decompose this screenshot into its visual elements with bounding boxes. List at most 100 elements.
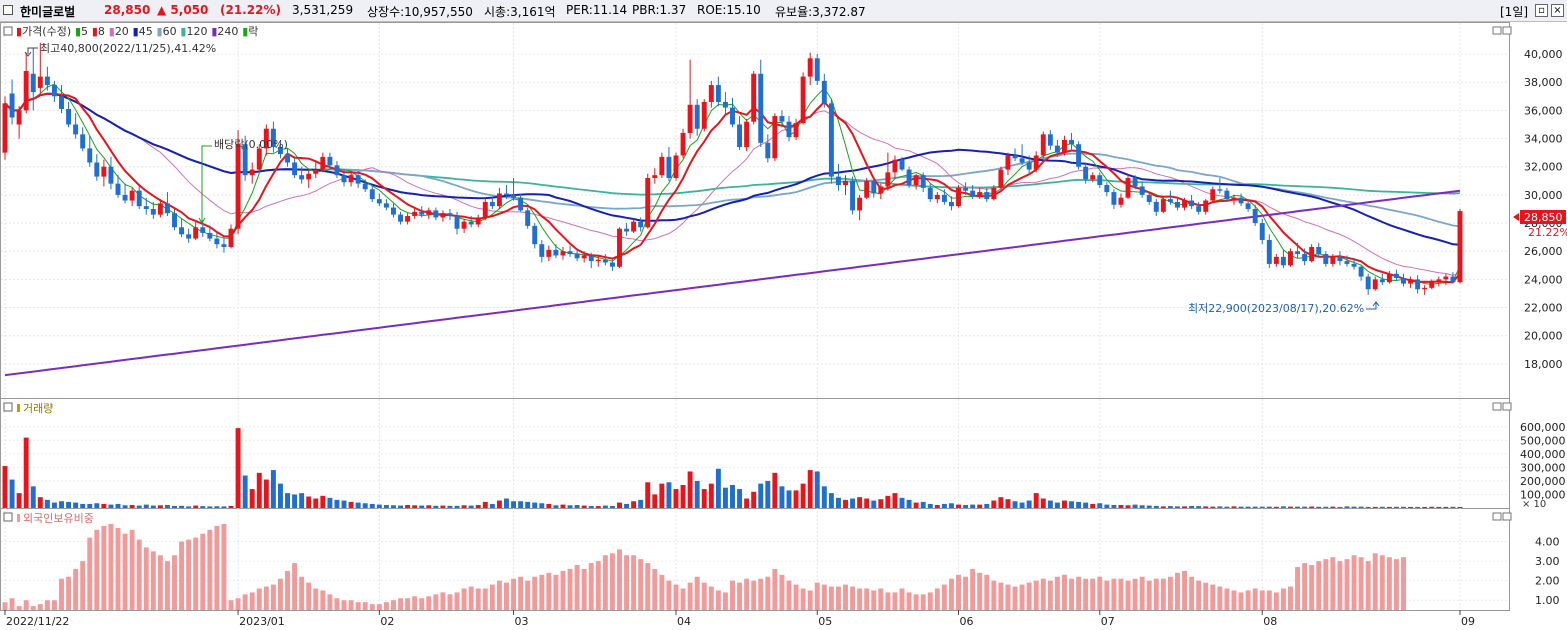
candle-body	[617, 228, 622, 267]
foreign-ratio-bar	[1217, 586, 1223, 610]
foreign-ratio-bar	[532, 576, 538, 610]
candle-body	[16, 110, 22, 125]
volume-bar	[2, 466, 8, 508]
foreign-ratio-bar	[2, 602, 8, 610]
volume-bar	[355, 502, 361, 508]
foreign-ratio-bar	[708, 586, 714, 610]
foreign-ratio-bar	[1365, 561, 1371, 610]
candle-body	[23, 70, 29, 111]
foreign-ratio-bar	[383, 602, 389, 610]
high-annotation: 최고40,800(2022/11/25),41.42%	[24, 42, 216, 57]
volume-bar	[652, 494, 658, 508]
foreign-ratio-bar	[1309, 565, 1315, 610]
foreign-ratio-bar	[277, 578, 283, 610]
volume-bar	[1196, 506, 1202, 508]
volume-bar	[617, 502, 622, 508]
foreign-ratio-bar	[1146, 580, 1152, 610]
volume-bar	[179, 505, 185, 508]
volume-bar	[108, 504, 114, 508]
candle-body	[828, 103, 834, 177]
legend-checkbox[interactable]	[3, 512, 13, 522]
volume-tick-label: 100,000	[1520, 488, 1566, 501]
foreign-ratio-bar	[164, 561, 170, 610]
volume-bar	[1372, 506, 1378, 508]
maximize-icon[interactable]: ▫	[1535, 4, 1548, 17]
volume-bar	[998, 497, 1004, 508]
candle-body	[376, 199, 382, 204]
volume-bar	[186, 506, 192, 508]
foreign-ratio-bar	[504, 582, 509, 610]
legend-checkbox[interactable]	[3, 26, 13, 36]
foreign-ratio-bar	[1273, 592, 1279, 610]
foreign-ratio-bar	[1238, 592, 1244, 610]
foreign-ratio-bar	[157, 555, 163, 610]
volume-bar	[327, 497, 333, 508]
foreign-ratio-bar	[136, 539, 142, 610]
price-tick-label: 32,000	[1524, 161, 1563, 174]
panel-button-icon	[1502, 512, 1512, 521]
stock-chart[interactable]: ▮가격(수정) ▮5 ▮8 ▮20 ▮45 ▮60 ▮120 ▮240 ▮락 거…	[0, 22, 1567, 630]
legend-swatch: ▮	[88, 25, 98, 38]
legend-checkbox[interactable]	[3, 402, 13, 412]
foreign-ratio-bar	[574, 565, 580, 610]
period-selector[interactable]: [1일]	[1500, 5, 1529, 19]
foreign-ratio-bar	[581, 568, 587, 610]
volume-bar	[1040, 498, 1046, 508]
volume-bar	[1436, 506, 1442, 508]
volume-tick-label: 200,000	[1520, 475, 1566, 488]
candle-body	[722, 101, 728, 108]
candle-body	[850, 180, 856, 211]
legend-series-label: 60	[163, 25, 177, 38]
candle-body	[1196, 206, 1202, 212]
volume-bar	[1358, 506, 1364, 508]
volume-bar	[1076, 501, 1082, 508]
price-tick-label: 38,000	[1524, 76, 1563, 89]
candle-body	[1295, 251, 1301, 255]
date-tick-label: 2022/11/22	[6, 615, 69, 628]
foreign-ratio-bar	[1012, 586, 1018, 610]
volume-bar	[701, 489, 707, 508]
volume-bar	[270, 470, 276, 508]
legend-swatch: ▮	[238, 25, 248, 38]
volume-bar	[956, 504, 961, 508]
last-price-marker: 28,850 21.22%	[1513, 210, 1567, 239]
candle-body	[94, 162, 100, 177]
candle-body	[1033, 155, 1039, 170]
select-checkbox[interactable]	[3, 5, 13, 15]
candle-body	[546, 249, 552, 257]
volume-bar	[1047, 500, 1053, 508]
foreign-ratio-bar	[941, 584, 947, 610]
candle-body	[334, 165, 340, 176]
candle-body	[652, 175, 658, 178]
volume-bar	[1450, 506, 1456, 508]
volume-bar	[595, 506, 601, 508]
volume-bar	[1309, 506, 1315, 508]
candle-body	[348, 175, 354, 183]
panel-controls[interactable]	[1492, 26, 1512, 521]
volume-bar	[1160, 506, 1166, 508]
candle-body	[461, 221, 467, 229]
foreign-ratio-bar	[1196, 580, 1202, 610]
volume-bar	[496, 500, 502, 508]
candle-body	[504, 193, 509, 195]
close-icon[interactable]: ×	[1551, 4, 1564, 17]
foreign-ratio-bar	[355, 602, 361, 610]
volume-bar	[122, 505, 128, 508]
foreign-ratio-bar	[885, 592, 891, 610]
volume-bar	[59, 501, 64, 508]
foreign-ratio-bar	[772, 568, 778, 610]
foreign-tick-label: 4.00	[1535, 536, 1560, 549]
candle-body	[327, 156, 333, 166]
candle-body	[108, 166, 114, 184]
volume-bar	[588, 505, 594, 508]
candle-body	[899, 159, 905, 170]
volume-bar	[645, 482, 651, 508]
volume-bar	[722, 487, 728, 508]
foreign-ratio-bar	[631, 555, 637, 610]
candle-body	[560, 251, 566, 256]
foreign-tick-label: 2.00	[1535, 575, 1560, 588]
volume-bar	[341, 500, 347, 508]
candle-body	[1323, 254, 1329, 264]
candle-body	[1393, 273, 1399, 278]
volume-bar	[369, 503, 375, 508]
